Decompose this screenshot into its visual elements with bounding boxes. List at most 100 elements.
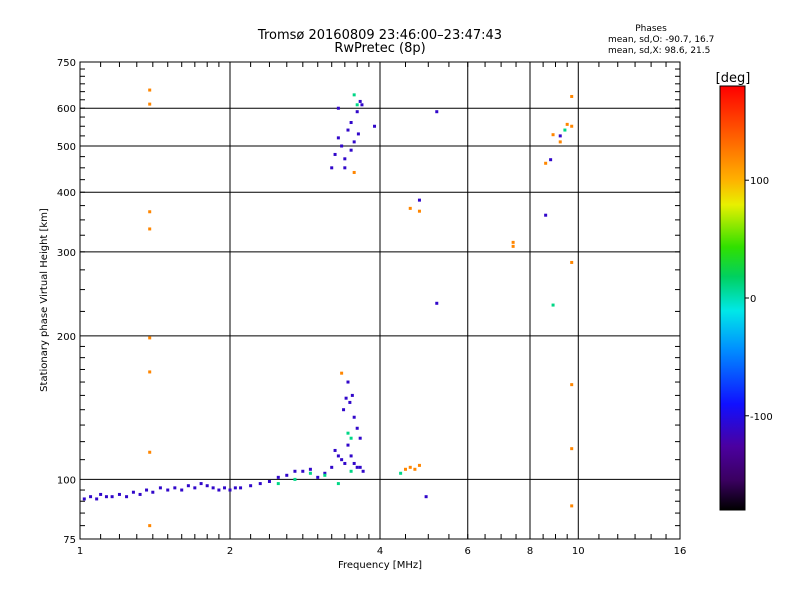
- data-point: [340, 458, 344, 462]
- data-point: [276, 475, 280, 479]
- x-tick-label: 2: [227, 546, 233, 557]
- data-point: [352, 415, 356, 419]
- data-point: [258, 482, 262, 486]
- x-tick-label: 6: [465, 546, 471, 557]
- data-point: [570, 260, 574, 264]
- phase-stats-o: mean, sd,O: -90.7, 16.7: [608, 35, 714, 45]
- data-point: [343, 157, 347, 161]
- data-point: [570, 124, 574, 128]
- data-point: [435, 301, 439, 305]
- grid-lines: [80, 62, 680, 539]
- data-point: [570, 383, 574, 387]
- data-point: [193, 486, 197, 490]
- data-point: [360, 103, 364, 107]
- data-point: [316, 475, 320, 479]
- data-point: [358, 465, 362, 469]
- x-tick-label: 10: [572, 546, 585, 557]
- data-point: [239, 486, 243, 490]
- colorbar-tick-label: -100: [750, 412, 773, 423]
- data-point: [148, 336, 152, 340]
- colorbar-ticks: 100 0 -100: [745, 176, 773, 423]
- data-point: [344, 396, 348, 400]
- data-point: [158, 486, 162, 490]
- data-point: [373, 124, 377, 128]
- data-point: [249, 484, 253, 488]
- data-point: [233, 486, 237, 490]
- data-point: [358, 436, 362, 440]
- data-point: [99, 492, 103, 496]
- data-point: [544, 161, 548, 165]
- data-point: [346, 431, 350, 435]
- data-point: [228, 488, 232, 492]
- chart-title: Tromsø 20160809 23:46:00–23:47:43: [257, 28, 502, 43]
- data-point: [323, 473, 327, 477]
- data-point: [336, 454, 340, 458]
- data-point: [570, 447, 574, 451]
- data-point: [435, 110, 439, 114]
- data-point: [95, 497, 99, 501]
- data-point: [336, 106, 340, 110]
- data-points: [82, 88, 574, 528]
- phase-stats-title: Phases: [635, 24, 667, 34]
- data-point: [104, 495, 108, 499]
- data-point: [413, 467, 417, 471]
- chart-subtitle: RwPretec (8p): [334, 41, 425, 56]
- data-point: [223, 486, 227, 490]
- data-point: [89, 495, 93, 499]
- data-point: [544, 213, 548, 217]
- data-point: [356, 132, 360, 136]
- data-point: [145, 488, 149, 492]
- data-point: [148, 524, 152, 528]
- data-point: [349, 436, 353, 440]
- data-point: [346, 128, 350, 132]
- data-point: [408, 465, 412, 469]
- y-tick-label: 300: [57, 248, 76, 259]
- colorbar-tick-label: 100: [750, 176, 769, 187]
- data-point: [403, 467, 407, 471]
- data-point: [330, 465, 334, 469]
- data-point: [355, 426, 359, 430]
- data-point: [117, 492, 121, 496]
- data-point: [180, 488, 184, 492]
- y-tick-labels: 75 100 200 300 400 500 600 750: [57, 58, 76, 546]
- data-point: [511, 244, 515, 248]
- y-tick-label: 500: [57, 142, 76, 153]
- data-point: [343, 461, 347, 465]
- x-tick-label: 16: [674, 546, 687, 557]
- data-point: [340, 371, 344, 375]
- plot-frame: [79, 61, 681, 540]
- data-point: [355, 103, 359, 107]
- data-point: [205, 484, 209, 488]
- data-point: [346, 443, 350, 447]
- data-point: [352, 170, 356, 174]
- y-tick-label: 100: [57, 475, 76, 486]
- data-point: [173, 486, 177, 490]
- data-point: [285, 473, 289, 477]
- data-point: [511, 240, 515, 244]
- x-tick-labels: 1 2 4 6 8 10 16: [77, 546, 687, 557]
- data-point: [399, 471, 403, 475]
- data-point: [336, 136, 340, 140]
- data-point: [199, 482, 203, 486]
- data-point: [570, 504, 574, 508]
- minor-ticks: [80, 62, 680, 539]
- data-point: [333, 448, 337, 452]
- y-tick-label: 200: [57, 332, 76, 343]
- data-point: [349, 469, 353, 473]
- data-point: [333, 152, 337, 156]
- data-point: [308, 471, 312, 475]
- y-tick-label: 400: [57, 188, 76, 199]
- data-point: [148, 88, 152, 92]
- x-axis-label: Frequency [MHz]: [338, 560, 422, 571]
- data-point: [549, 158, 553, 162]
- data-point: [301, 469, 305, 473]
- data-point: [349, 121, 353, 125]
- data-point: [110, 495, 114, 499]
- data-point: [330, 166, 334, 170]
- colorbar: [719, 85, 746, 511]
- data-point: [408, 206, 412, 210]
- phase-stats-x: mean, sd,X: 98.6, 21.5: [608, 46, 710, 56]
- data-point: [340, 144, 344, 148]
- data-point: [352, 93, 356, 97]
